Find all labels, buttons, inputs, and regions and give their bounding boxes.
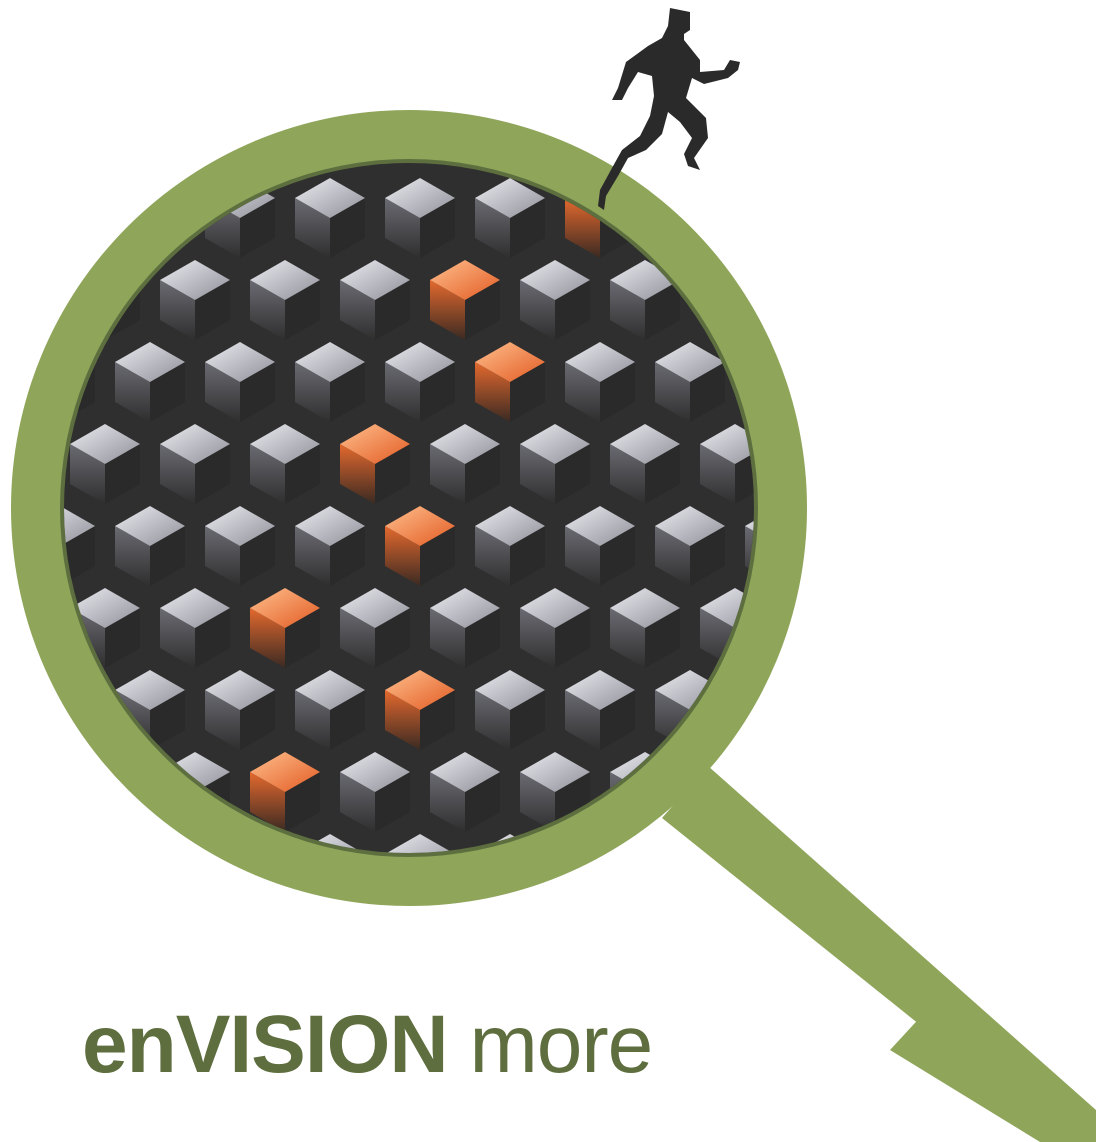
grey-cube xyxy=(655,342,725,422)
grey-cube xyxy=(64,178,95,258)
grey-cube xyxy=(340,752,410,832)
grey-cube xyxy=(115,342,185,422)
grey-cube xyxy=(610,588,680,668)
orange-cube xyxy=(385,670,455,750)
grey-cube xyxy=(295,178,365,258)
orange-cube xyxy=(250,588,320,668)
magnifier-handle xyxy=(662,766,1096,1142)
orange-cube xyxy=(385,506,455,586)
grey-cube xyxy=(70,588,140,668)
grey-cube xyxy=(340,588,410,668)
grey-cube xyxy=(250,424,320,504)
running-man-icon xyxy=(598,8,740,210)
grey-cube xyxy=(475,506,545,586)
grey-cube xyxy=(205,506,275,586)
grey-cube xyxy=(430,588,500,668)
grey-cube xyxy=(250,260,320,340)
orange-cube xyxy=(475,342,545,422)
grey-cube xyxy=(115,834,185,853)
grey-cube xyxy=(295,670,365,750)
tagline-more: more xyxy=(469,999,653,1090)
tagline-brand: enVISION xyxy=(82,999,449,1090)
grey-cube xyxy=(385,342,455,422)
grey-cube xyxy=(295,506,365,586)
orange-cube xyxy=(250,752,320,832)
tagline: enVISION more xyxy=(82,1004,653,1086)
grey-cube xyxy=(610,424,680,504)
grey-cube xyxy=(205,670,275,750)
grey-cube xyxy=(430,424,500,504)
grey-cube xyxy=(160,588,230,668)
grey-cube xyxy=(0,752,50,832)
grey-cube xyxy=(475,178,545,258)
grey-cube xyxy=(295,342,365,422)
grey-cube xyxy=(520,260,590,340)
orange-cube xyxy=(430,260,500,340)
grey-cube xyxy=(205,342,275,422)
grey-cube xyxy=(160,260,230,340)
grey-cube xyxy=(0,260,50,340)
grey-cube xyxy=(475,670,545,750)
grey-cube xyxy=(565,342,635,422)
grey-cube xyxy=(385,178,455,258)
grey-cube xyxy=(430,752,500,832)
grey-cube xyxy=(115,506,185,586)
grey-cube xyxy=(64,834,95,853)
orange-cube xyxy=(340,424,410,504)
grey-cube xyxy=(520,424,590,504)
grey-cube xyxy=(565,506,635,586)
grey-cube xyxy=(385,834,455,853)
grey-cube xyxy=(745,178,754,258)
grey-cube xyxy=(520,588,590,668)
grey-cube xyxy=(340,260,410,340)
grey-cube xyxy=(655,506,725,586)
grey-cube xyxy=(160,424,230,504)
grey-cube xyxy=(70,424,140,504)
grey-cube xyxy=(565,670,635,750)
